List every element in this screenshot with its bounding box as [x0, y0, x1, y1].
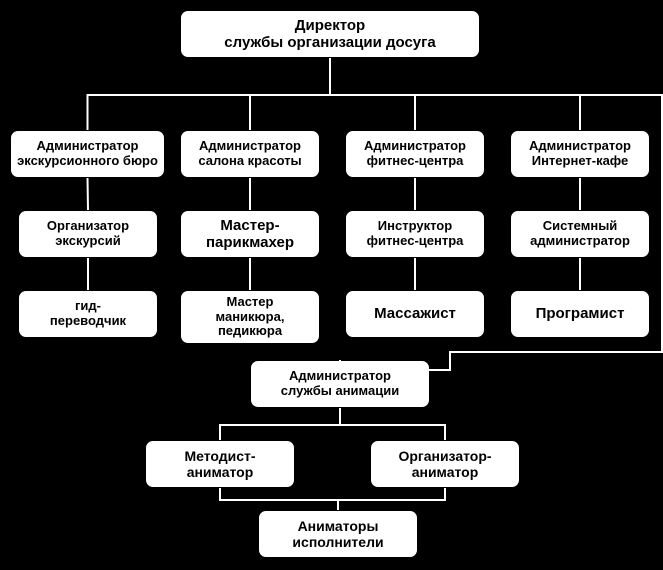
edge-root-a3	[330, 58, 415, 130]
edge-a1-b1	[88, 178, 89, 210]
node-a2: Администратор салона красоты	[180, 130, 320, 178]
edge-d2-e1	[338, 488, 445, 510]
node-d1: Методист- аниматор	[145, 440, 295, 488]
edge-root-a4	[330, 58, 580, 130]
node-c4: Програмист	[510, 290, 650, 338]
edge-anim-d1	[220, 408, 340, 440]
node-c1: гид- переводчик	[18, 290, 158, 338]
edge-root-a1	[88, 58, 331, 130]
node-b1: Организатор экскурсий	[18, 210, 158, 258]
node-a1: Администратор экскурсионного бюро	[10, 130, 165, 178]
edge-d1-e1	[220, 488, 338, 510]
node-b4: Системный администратор	[510, 210, 650, 258]
node-b3: Инструктор фитнес-центра	[345, 210, 485, 258]
node-a4: Администратор Интернет-кафе	[510, 130, 650, 178]
node-c2: Мастер маникюра, педикюра	[180, 290, 320, 344]
node-d2: Организатор- аниматор	[370, 440, 520, 488]
org-chart: Директор службы организации досуга Админи…	[0, 0, 663, 570]
node-b2: Мастер- парикмахер	[180, 210, 320, 258]
node-root: Директор службы организации досуга	[180, 10, 480, 58]
node-anim: Администратор службы анимации	[250, 360, 430, 408]
node-a3: Администратор фитнес-центра	[345, 130, 485, 178]
edge-anim-d2	[340, 408, 445, 440]
edge-layer	[0, 0, 663, 570]
node-e1: Аниматоры исполнители	[258, 510, 418, 558]
edge-root-a2	[250, 58, 330, 130]
node-c3: Массажист	[345, 290, 485, 338]
